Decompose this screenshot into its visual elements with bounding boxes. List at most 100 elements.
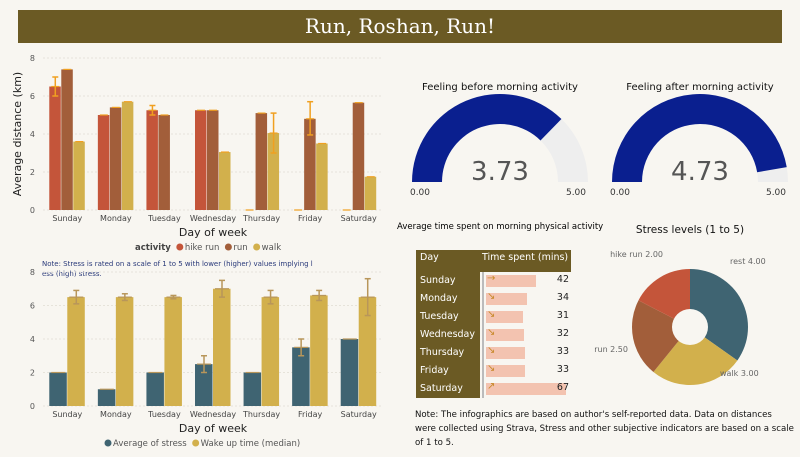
distance-bar-chart: 0 2 4 6 8 Sunday Monday Tuesday Wednesday Thursda… bbox=[11, 54, 383, 253]
x-tick-label: Monday bbox=[100, 410, 132, 419]
bar-wake-up-time-median- bbox=[310, 295, 328, 406]
legend-marker bbox=[192, 439, 200, 447]
table-row: Sunday → 42 bbox=[416, 272, 571, 290]
column-header-day[interactable]: Day bbox=[420, 252, 439, 263]
gauge-max-label: 5.00 bbox=[766, 188, 786, 198]
y-tick-label: 4 bbox=[30, 130, 35, 139]
legend-label: Average of stress bbox=[113, 439, 187, 449]
trend-arrow-icon: ↘ bbox=[487, 309, 496, 320]
legend-marker bbox=[224, 243, 232, 251]
trend-arrow-icon: → bbox=[487, 273, 496, 284]
time-value: 67 bbox=[556, 382, 569, 393]
y-tick-label: 8 bbox=[30, 268, 35, 277]
x-tick-label: Thursday bbox=[242, 410, 280, 419]
bar-run bbox=[304, 118, 316, 210]
time-cell: ↗ 67 bbox=[482, 380, 571, 398]
x-tick-label: Monday bbox=[100, 214, 132, 223]
stress-bar-chart: Note: Stress is rated on a scale of 1 to… bbox=[30, 260, 383, 449]
y-tick-label: 6 bbox=[30, 92, 35, 101]
pie-title: Stress levels (1 to 5) bbox=[636, 224, 744, 236]
day-cell: Friday bbox=[416, 362, 480, 380]
time-value: 42 bbox=[556, 274, 569, 285]
y-tick-label: 0 bbox=[30, 402, 35, 411]
y-tick-label: 2 bbox=[30, 369, 35, 378]
bar-wake-up-time-median- bbox=[164, 297, 182, 406]
bar-walk bbox=[267, 133, 280, 210]
bar-average-of-stress bbox=[97, 389, 116, 406]
bar-hike-run bbox=[146, 110, 158, 210]
table-row: Thursday ↘ 33 bbox=[416, 344, 571, 362]
bar-run bbox=[158, 115, 170, 210]
y-tick-label: 4 bbox=[30, 335, 35, 344]
pie-slice-run bbox=[632, 300, 690, 372]
bar-average-of-stress bbox=[195, 364, 213, 406]
pie-hole bbox=[672, 309, 708, 345]
bar-run bbox=[352, 102, 365, 210]
time-cell: ↘ 34 bbox=[482, 290, 571, 308]
bar-walk bbox=[316, 143, 328, 210]
gauge-max-label: 5.00 bbox=[566, 188, 586, 198]
gauge-title: Feeling before morning activity bbox=[422, 82, 578, 93]
x-axis-title: Day of week bbox=[179, 226, 248, 239]
x-tick-label: Saturday bbox=[341, 214, 377, 223]
bar-walk bbox=[73, 141, 85, 210]
table-row: Tuesday ↘ 31 bbox=[416, 308, 571, 326]
bar-average-of-stress bbox=[340, 339, 359, 406]
time-bar bbox=[486, 311, 523, 323]
pie-label: hike run 2.00 bbox=[610, 250, 663, 259]
stress-donut-chart: Stress levels (1 to 5) rest 4.00 walk 3.00… bbox=[594, 224, 766, 385]
day-cell: Sunday bbox=[416, 272, 480, 290]
time-value: 31 bbox=[556, 310, 569, 321]
bar-average-of-stress bbox=[292, 347, 310, 406]
legend-label: hike run bbox=[185, 243, 220, 253]
legend-label: run bbox=[233, 243, 247, 253]
trend-arrow-icon: ↗ bbox=[487, 381, 496, 392]
gauge-fill bbox=[612, 94, 787, 182]
bar-run bbox=[255, 113, 268, 210]
trend-arrow-icon: ↘ bbox=[487, 345, 496, 356]
time-value: 33 bbox=[556, 346, 569, 357]
trend-arrow-icon: ↘ bbox=[487, 363, 496, 374]
time-cell: ↘ 33 bbox=[482, 344, 571, 362]
pie-slice-hike-run bbox=[638, 269, 690, 327]
y-tick-label: 2 bbox=[30, 168, 35, 177]
gauge-min-label: 0.00 bbox=[410, 188, 430, 198]
x-tick-label: Sunday bbox=[52, 410, 82, 419]
table-title: Average time spent on morning physical a… bbox=[397, 222, 604, 232]
time-value: 33 bbox=[556, 364, 569, 375]
dashboard-title: Run, Roshan, Run! bbox=[18, 10, 782, 43]
trend-arrow-icon: ↘ bbox=[487, 327, 496, 338]
gauge-value: 3.73 bbox=[471, 157, 529, 187]
time-bar bbox=[486, 347, 526, 359]
x-tick-label: Saturday bbox=[341, 410, 377, 419]
bar-average-of-stress bbox=[243, 372, 262, 406]
bar-average-of-stress bbox=[49, 372, 67, 406]
pie-slice-walk bbox=[653, 327, 738, 385]
table-row: Saturday ↗ 67 bbox=[416, 380, 571, 398]
bar-run bbox=[61, 69, 73, 211]
day-cell: Tuesday bbox=[416, 308, 480, 326]
y-tick-label: 0 bbox=[30, 206, 35, 215]
pie-label: rest 4.00 bbox=[730, 257, 766, 266]
bar-hike-run bbox=[97, 115, 110, 210]
y-axis-title: Average distance (km) bbox=[11, 72, 24, 196]
bar-wake-up-time-median- bbox=[213, 288, 231, 406]
day-cell: Saturday bbox=[416, 380, 480, 398]
gauge-min-label: 0.00 bbox=[610, 188, 630, 198]
time-value: 34 bbox=[556, 292, 569, 303]
table-row: Wednesday ↘ 32 bbox=[416, 326, 571, 344]
legend-title: activity bbox=[135, 243, 171, 253]
x-tick-label: Friday bbox=[298, 410, 323, 419]
time-spent-table: Day Time spent (mins) Sunday → 42 Monday ↘ 34… bbox=[416, 250, 571, 398]
bar-run bbox=[207, 110, 219, 210]
x-axis-title: Day of week bbox=[179, 422, 248, 435]
column-header-time[interactable]: Time spent (mins) bbox=[482, 252, 569, 263]
time-bar bbox=[486, 275, 537, 287]
time-bar bbox=[486, 383, 566, 395]
legend-label: walk bbox=[262, 243, 282, 253]
bar-wake-up-time-median- bbox=[67, 297, 85, 406]
table-row: Friday ↘ 33 bbox=[416, 362, 571, 380]
x-tick-label: Friday bbox=[298, 214, 323, 223]
bar-wake-up-time-median- bbox=[358, 297, 377, 406]
time-bar bbox=[486, 293, 527, 305]
